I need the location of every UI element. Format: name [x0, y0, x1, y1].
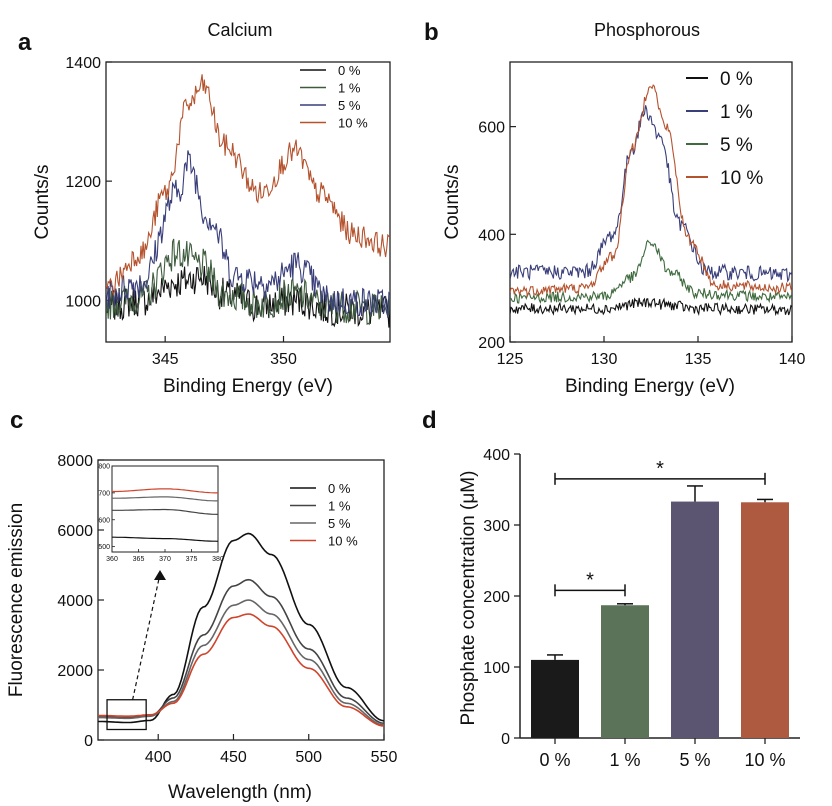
panel-d: 0 100 200 300 400 0 % 1 % 5 % 10 % * * — [483, 447, 800, 770]
panel-a-ylabel: Counts/s — [32, 165, 53, 240]
panel-d-bar — [531, 659, 579, 738]
panel-d-significance-label: * — [586, 569, 594, 591]
panel-a: 345 350 1000 1200 1400 0 % 1 % 5 % 10 % — [65, 55, 391, 368]
panel-b-legend-label: 5 % — [720, 135, 753, 156]
panel-d-ytick-label: 300 — [483, 518, 510, 535]
panel-c-legend-label: 0 % — [328, 481, 351, 496]
panel-b-ytick-label: 200 — [478, 335, 505, 352]
panel-d-ytick-label: 0 — [501, 731, 510, 748]
panel-c-inset-xtick-label: 360 — [106, 556, 118, 563]
panel-d-ytick-label: 200 — [483, 589, 510, 606]
panel-c-xtick-label: 550 — [371, 749, 398, 766]
panel-b-xtick-label: 125 — [497, 351, 524, 368]
panel-c-series-line — [98, 613, 384, 727]
panel-d-bar — [671, 501, 719, 738]
panel-c-inset-xtick-label: 380 — [212, 556, 224, 563]
panel-a-series-line — [106, 74, 390, 297]
panel-b-legend-label: 0 % — [720, 69, 753, 90]
panel-b-series-line — [510, 84, 792, 298]
panel-c-ytick-label: 0 — [84, 733, 93, 750]
panel-c-legend-label: 1 % — [328, 499, 351, 514]
panel-a-frame — [105, 61, 391, 343]
panel-c: 400 450 500 550 0 2000 4000 6000 8000 0 % 1 % 5 % 10… — [57, 453, 397, 766]
panel-b-frame — [509, 61, 793, 343]
panel-b-series-line — [510, 297, 792, 317]
panel-d-bar — [741, 502, 789, 738]
panel-d-ytick-label: 100 — [483, 660, 510, 677]
panel-d-bar — [601, 605, 649, 738]
panel-b-legend-label: 10 % — [720, 168, 763, 189]
panel-a-title: Calcium — [207, 20, 272, 40]
panel-c-inset-series-line — [112, 488, 218, 494]
panel-c-inset-series-line — [112, 508, 219, 515]
panel-d-ylabel: Phosphate concentration (μM) — [458, 471, 479, 726]
panel-a-xlabel: Binding Energy (eV) — [163, 376, 333, 397]
panel-a-legend-label: 10 % — [338, 116, 368, 131]
panel-c-legend-label: 5 % — [328, 516, 351, 531]
panel-b-series-line — [510, 239, 792, 304]
panel-a-ytick-label: 1400 — [65, 55, 101, 72]
panel-b-xtick-label: 135 — [685, 351, 712, 368]
panel-label-c: c — [10, 407, 23, 434]
panel-a-legend-label: 5 % — [338, 98, 361, 113]
panel-d-category-label: 1 % — [609, 750, 640, 770]
panel-a-series-line — [106, 150, 390, 318]
panel-c-inset-xtick-label: 370 — [159, 556, 171, 563]
panel-b-legend-label: 1 % — [720, 102, 753, 123]
panel-c-inset-xtick-label: 375 — [186, 556, 198, 563]
panel-c-xtick-label: 500 — [295, 749, 322, 766]
panel-c-ytick-label: 6000 — [57, 523, 93, 540]
panel-a-legend-label: 1 % — [338, 81, 361, 96]
panel-c-inset-series-line — [111, 496, 218, 502]
panel-d-category-label: 5 % — [679, 750, 710, 770]
panel-label-a: a — [18, 29, 32, 56]
panel-d-ytick-label: 400 — [483, 447, 510, 464]
panel-c-legend-label: 10 % — [328, 534, 358, 549]
panel-c-zoom-arrowhead — [154, 570, 166, 580]
panel-c-ytick-label: 4000 — [57, 593, 93, 610]
panel-c-zoom-box — [106, 699, 147, 731]
panel-b-title: Phosphorous — [594, 20, 700, 40]
panel-c-xtick-label: 450 — [220, 749, 247, 766]
panel-c-inset-ytick-label: 600 — [98, 517, 110, 524]
panel-b-series-line — [510, 105, 792, 283]
panel-b-xlabel: Binding Energy (eV) — [565, 376, 735, 397]
panel-d-category-label: 0 % — [539, 750, 570, 770]
panel-label-d: d — [422, 407, 437, 434]
panel-d-category-label: 10 % — [744, 750, 785, 770]
panel-c-zoom-arrow — [132, 573, 161, 700]
panel-b-ytick-label: 600 — [478, 120, 505, 137]
panel-b-ylabel: Counts/s — [442, 165, 463, 240]
panel-c-inset-ytick-label: 700 — [98, 490, 110, 497]
panel-a-ytick-label: 1000 — [65, 293, 101, 310]
panel-c-inset-ytick-label: 800 — [98, 464, 110, 471]
panel-c-ytick-label: 8000 — [57, 453, 93, 470]
panel-c-xtick-label: 400 — [145, 749, 172, 766]
panel-c-inset-ytick-label: 500 — [98, 544, 110, 551]
panel-c-xlabel: Wavelength (nm) — [168, 782, 312, 803]
panel-a-xtick-label: 350 — [270, 351, 297, 368]
panel-b-xtick-label: 130 — [591, 351, 618, 368]
panel-b-xtick-label: 140 — [779, 351, 806, 368]
panel-a-series-line — [106, 265, 390, 328]
panel-label-b: b — [424, 19, 439, 46]
panel-a-series-line — [106, 238, 390, 326]
panel-b-ytick-label: 400 — [478, 227, 505, 244]
panel-c-ylabel: Fluorescence emission — [6, 503, 27, 697]
panel-c-inset-series-line — [112, 536, 219, 542]
panel-a-ytick-label: 1200 — [65, 174, 101, 191]
panel-c-ytick-label: 2000 — [57, 663, 93, 680]
panel-b: 125 130 135 140 200 400 600 0 % 1 % 5 % 10 % — [478, 61, 806, 368]
panel-a-legend-label: 0 % — [338, 63, 361, 78]
panel-c-inset-xtick-label: 365 — [133, 556, 145, 563]
panel-a-xtick-label: 345 — [152, 351, 179, 368]
panel-d-significance-label: * — [656, 458, 664, 480]
